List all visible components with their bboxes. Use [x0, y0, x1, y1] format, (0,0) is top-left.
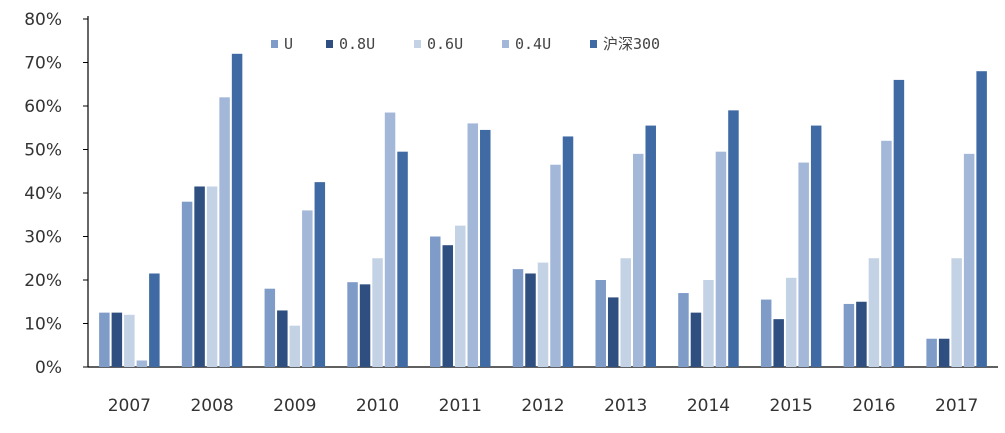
bar	[810, 125, 822, 367]
bar	[480, 129, 491, 367]
bar	[976, 71, 987, 367]
bar	[926, 338, 937, 367]
bar	[512, 269, 524, 368]
x-tick-label: 2007	[108, 396, 151, 416]
bar	[525, 273, 536, 367]
legend-swatch	[502, 40, 509, 48]
bar	[550, 164, 561, 367]
bar	[785, 277, 797, 367]
bar	[136, 360, 148, 367]
x-axis: 2007 2008 2009 2010 2011 2012 2013 2014 2015 2016…	[88, 366, 998, 416]
bar	[798, 162, 809, 367]
bar	[715, 151, 727, 367]
legend-label: 0.4U	[515, 35, 551, 53]
bar	[124, 314, 135, 367]
legend-label: 0.6U	[427, 35, 463, 53]
bar	[442, 245, 454, 367]
x-tick-label: 2015	[770, 396, 813, 416]
bar	[231, 53, 243, 368]
bar	[537, 262, 549, 367]
x-tick-label: 2017	[935, 396, 978, 416]
y-tick-label: 60%	[24, 97, 62, 117]
legend-label: 沪深300	[603, 35, 660, 53]
y-tick-label: 0%	[35, 358, 62, 378]
y-tick-label: 20%	[24, 271, 62, 291]
bar	[181, 201, 193, 367]
x-tick-label: 2009	[273, 396, 316, 416]
bar	[289, 325, 301, 367]
y-tick-label: 40%	[24, 184, 62, 204]
bar	[359, 284, 371, 367]
bar	[760, 299, 772, 367]
x-tick-label: 2014	[687, 396, 730, 416]
bar	[99, 312, 110, 368]
bar	[951, 258, 962, 367]
bar	[264, 288, 276, 367]
bars-layer	[99, 53, 987, 368]
y-tick-label: 50%	[24, 141, 62, 161]
y-tick-label: 70%	[24, 54, 62, 74]
bar	[678, 293, 689, 367]
bar	[881, 140, 892, 367]
bar	[206, 186, 218, 367]
bar	[620, 258, 631, 367]
y-tick-label: 10%	[24, 315, 62, 335]
bar	[728, 110, 739, 367]
x-tick-label: 2016	[852, 396, 895, 416]
bar	[277, 310, 288, 367]
y-tick-label: 30%	[24, 228, 62, 248]
bar	[645, 125, 656, 367]
bar	[194, 186, 205, 367]
bar	[632, 153, 644, 367]
bar	[773, 319, 784, 367]
bar	[963, 153, 975, 367]
x-tick-label: 2011	[439, 396, 482, 416]
bar	[372, 258, 383, 367]
bar	[149, 273, 160, 367]
bar	[384, 112, 396, 367]
bar	[219, 97, 230, 368]
bar	[856, 301, 867, 367]
bar	[690, 312, 702, 368]
legend-swatch	[590, 40, 597, 48]
bar	[397, 151, 408, 367]
legend-swatch	[271, 40, 278, 48]
bar	[314, 182, 326, 368]
bar	[595, 280, 606, 367]
x-tick-label: 2010	[356, 396, 399, 416]
bar	[893, 79, 905, 368]
bar	[430, 236, 441, 367]
bar	[703, 280, 714, 367]
legend-swatch	[326, 40, 333, 48]
bar	[938, 338, 950, 367]
x-tick-label: 2012	[521, 396, 564, 416]
bar	[843, 303, 855, 367]
legend: U 0.8U 0.6U 0.4U 沪深300	[271, 35, 660, 53]
x-tick-label: 2008	[190, 396, 233, 416]
legend-swatch	[414, 40, 421, 48]
bar	[302, 210, 313, 367]
bar	[868, 258, 880, 367]
legend-label: U	[284, 35, 293, 53]
bar	[607, 297, 619, 367]
bar	[347, 282, 358, 367]
y-tick-label: 80%	[24, 10, 62, 30]
y-axis: 0% 10% 20% 30% 40% 50% 60% 70% 80%	[24, 10, 89, 378]
bar	[562, 136, 574, 367]
bar	[111, 312, 123, 368]
bar	[455, 225, 466, 368]
legend-label: 0.8U	[339, 35, 375, 53]
bar	[467, 123, 479, 368]
x-tick-label: 2013	[604, 396, 647, 416]
